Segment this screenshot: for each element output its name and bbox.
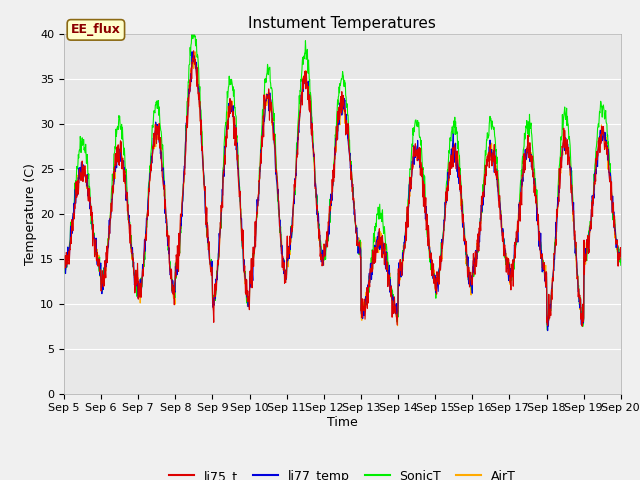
Line: li75_t: li75_t <box>64 51 621 326</box>
li77_temp <box>502 255 509 261</box>
li77_temp <box>246 269 254 275</box>
AirT <box>502 251 510 257</box>
AirT <box>184 108 191 114</box>
li77_temp <box>617 252 625 258</box>
Text: EE_flux: EE_flux <box>71 24 121 36</box>
SonicT <box>429 272 437 278</box>
SonicT <box>246 270 254 276</box>
li75_t <box>184 115 191 120</box>
AirT <box>170 295 178 300</box>
Y-axis label: Temperature (C): Temperature (C) <box>24 163 37 264</box>
li75_t <box>170 302 178 308</box>
li75_t <box>246 281 254 287</box>
li75_t <box>190 48 198 54</box>
AirT <box>617 252 625 258</box>
li77_temp <box>170 288 178 294</box>
li75_t <box>617 253 625 259</box>
SonicT <box>617 263 625 268</box>
SonicT <box>60 264 68 269</box>
Legend: li75_t, li77_temp, SonicT, AirT: li75_t, li77_temp, SonicT, AirT <box>164 465 521 480</box>
Title: Instument Temperatures: Instument Temperatures <box>248 16 436 31</box>
li77_temp <box>429 276 437 281</box>
li77_temp <box>552 242 559 248</box>
SonicT <box>502 262 509 267</box>
li75_t <box>429 265 437 271</box>
AirT <box>394 323 401 329</box>
li75_t <box>60 261 68 267</box>
li77_temp <box>184 107 191 112</box>
li75_t <box>502 254 509 260</box>
AirT <box>429 273 437 279</box>
li75_t <box>551 247 559 252</box>
li77_temp <box>60 263 68 269</box>
AirT <box>191 49 199 55</box>
Line: SonicT: SonicT <box>64 24 621 330</box>
AirT <box>552 235 559 241</box>
SonicT <box>190 22 198 27</box>
AirT <box>60 264 68 269</box>
SonicT <box>170 290 178 296</box>
Line: AirT: AirT <box>64 52 621 326</box>
AirT <box>246 278 254 284</box>
li75_t <box>579 324 586 329</box>
SonicT <box>543 327 551 333</box>
Line: li77_temp: li77_temp <box>64 52 621 331</box>
li77_temp <box>544 328 552 334</box>
X-axis label: Time: Time <box>327 416 358 429</box>
li77_temp <box>188 49 196 55</box>
SonicT <box>552 234 559 240</box>
SonicT <box>184 94 191 99</box>
